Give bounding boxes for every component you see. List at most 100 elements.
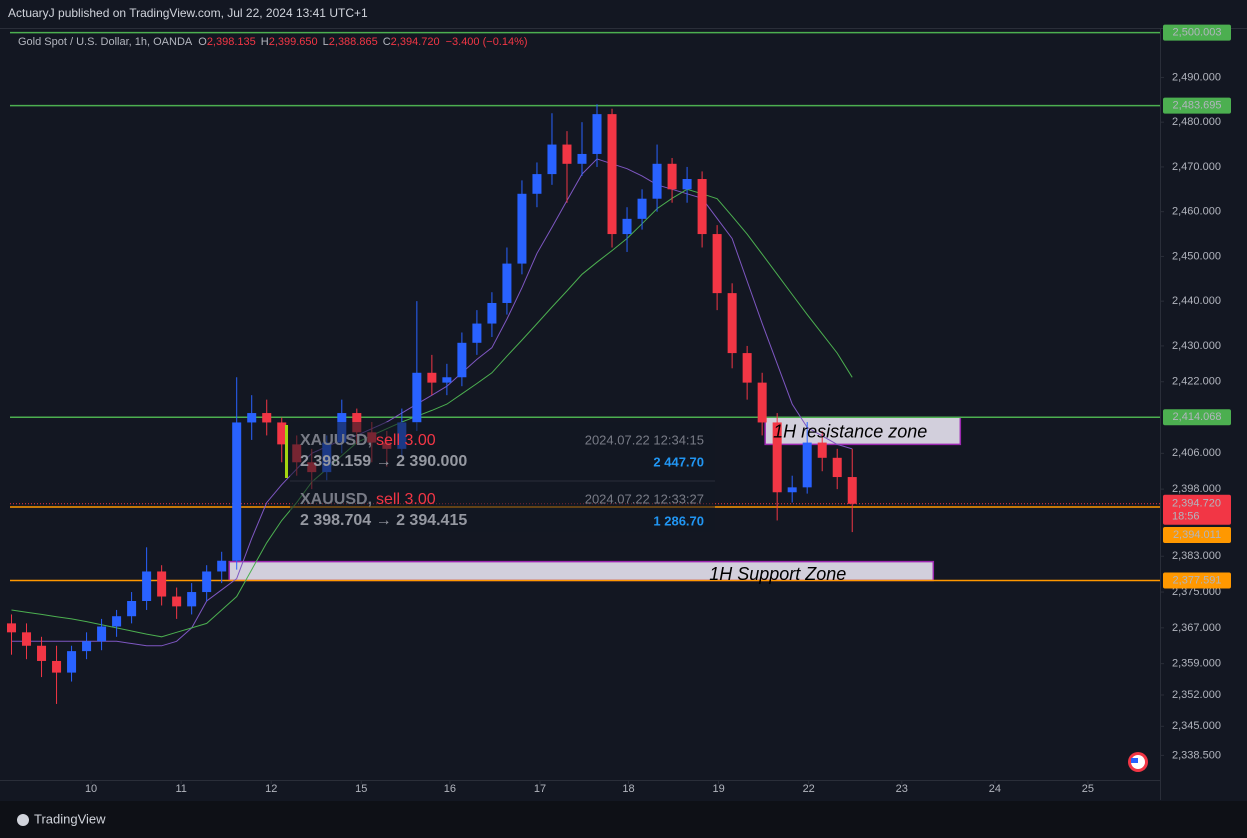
candle-body [682, 179, 692, 190]
legend-value: 2,398.135 [207, 36, 256, 48]
trade-symbol: XAUUSD, [300, 432, 372, 449]
x-tick-label: 11 [175, 783, 186, 795]
candle-body [607, 114, 617, 235]
candle-body [592, 114, 602, 154]
candle-body [157, 571, 167, 597]
moving-average [11, 158, 853, 647]
countdown: 18:56 [1172, 511, 1200, 523]
candle-body [172, 596, 182, 607]
price-label-box [1163, 97, 1231, 114]
candle-body [487, 302, 497, 324]
y-tick-label: 2,470.000 [1172, 161, 1221, 173]
logo [17, 814, 29, 826]
candle-body [472, 323, 482, 343]
legend-value: 2,394.720 [391, 36, 440, 48]
y-tick-label: 2,359.000 [1172, 658, 1221, 670]
flag-icon [1128, 752, 1148, 772]
x-tick-label: 18 [622, 783, 634, 795]
trade-heading: XAUUSD, sell 3.00 [300, 432, 436, 449]
candle-body [187, 592, 197, 607]
x-tick-label: 22 [803, 783, 815, 795]
trade-heading: XAUUSD, sell 3.00 [300, 491, 436, 508]
trade-time: 2024.07.22 12:34:15 [585, 432, 704, 447]
trade-prices: 2 398.704 → 2 394.415 [300, 512, 467, 529]
x-tick-label: 24 [989, 783, 1001, 795]
candle-body [67, 651, 77, 673]
y-tick-label: 2,398.000 [1172, 483, 1221, 495]
y-tick-label: 2,440.000 [1172, 295, 1221, 307]
price-label-box [1163, 409, 1231, 426]
trade-prices: 2 398.159 → 2 390.000 [300, 453, 467, 470]
candle-body [742, 353, 752, 383]
price-label-box [1163, 24, 1231, 41]
candle-body [757, 382, 767, 423]
candle-body [697, 179, 707, 235]
y-tick-label: 2,338.500 [1172, 749, 1221, 761]
candle-body [502, 263, 512, 303]
candle-body [517, 193, 527, 264]
legend-value: 2,388.865 [329, 36, 378, 48]
x-tick-label: 25 [1082, 783, 1094, 795]
legend-key: L [323, 36, 329, 48]
candle-body [712, 234, 722, 294]
candle-body [232, 422, 242, 561]
candle-body [142, 571, 152, 602]
x-tick-label: 23 [896, 783, 908, 795]
moving-average [11, 188, 853, 638]
trade-profit: 2 447.70 [653, 454, 704, 469]
candle-body [37, 645, 47, 661]
y-tick-label: 2,406.000 [1172, 447, 1221, 459]
candle-body [667, 163, 677, 190]
y-tick-label: 2,367.000 [1172, 622, 1221, 634]
y-tick-label: 2,430.000 [1172, 340, 1221, 352]
y-tick-label: 2,345.000 [1172, 720, 1221, 732]
price-label: 2,377.591 [1173, 574, 1222, 586]
candle-body [817, 442, 827, 458]
footer-bar [0, 801, 1247, 838]
candle-body [457, 342, 467, 378]
ohlc-legend: Gold Spot / U.S. Dollar, 1h, OANDA O2,398… [18, 36, 528, 48]
legend-key: O [198, 36, 207, 48]
candle-body [112, 616, 122, 627]
x-tick-label: 16 [444, 783, 456, 795]
candle-body [97, 626, 107, 642]
legend-key: H [261, 36, 269, 48]
trade-panel [290, 422, 715, 532]
candle-body [637, 198, 647, 219]
last-price-box [1163, 494, 1231, 525]
candle-body [6, 623, 17, 633]
y-tick-label: 2,422.000 [1172, 376, 1221, 388]
y-tick-label: 2,352.000 [1172, 689, 1221, 701]
x-tick-label: 19 [712, 783, 724, 795]
trade-side: sell 3.00 [376, 491, 436, 508]
zone-label: 1H Support Zone [709, 564, 846, 584]
candle-body [442, 377, 452, 383]
y-tick-label: 2,460.000 [1172, 206, 1221, 218]
trade-time: 2024.07.22 12:33:27 [585, 491, 704, 506]
trade-symbol: XAUUSD, [300, 491, 372, 508]
candle-body [652, 163, 662, 199]
x-tick-label: 17 [534, 783, 546, 795]
trade-profit: 1 286.70 [653, 513, 704, 528]
candle-body [727, 293, 737, 354]
candle-body [217, 560, 227, 572]
candle-body [52, 660, 62, 673]
published-by: ActuaryJ published on TradingView.com, J… [8, 6, 368, 20]
price-label: 2,500.003 [1173, 27, 1222, 39]
candle-body [22, 632, 32, 646]
candle-body [412, 372, 422, 423]
candle-body [832, 457, 842, 478]
y-tick-label: 2,450.000 [1172, 250, 1221, 262]
zone-label: 1H resistance zone [773, 422, 927, 442]
price-label-box [1163, 572, 1231, 589]
y-tick-label: 2,383.000 [1172, 550, 1221, 562]
candle-body [622, 218, 632, 235]
x-tick-label: 10 [85, 783, 97, 795]
candle-body [847, 477, 857, 504]
candle-body [532, 174, 542, 194]
candle-body [547, 144, 557, 175]
candle-body [202, 571, 212, 593]
last-price-label: 2,394.720 [1172, 498, 1221, 510]
candle-body [577, 153, 587, 164]
